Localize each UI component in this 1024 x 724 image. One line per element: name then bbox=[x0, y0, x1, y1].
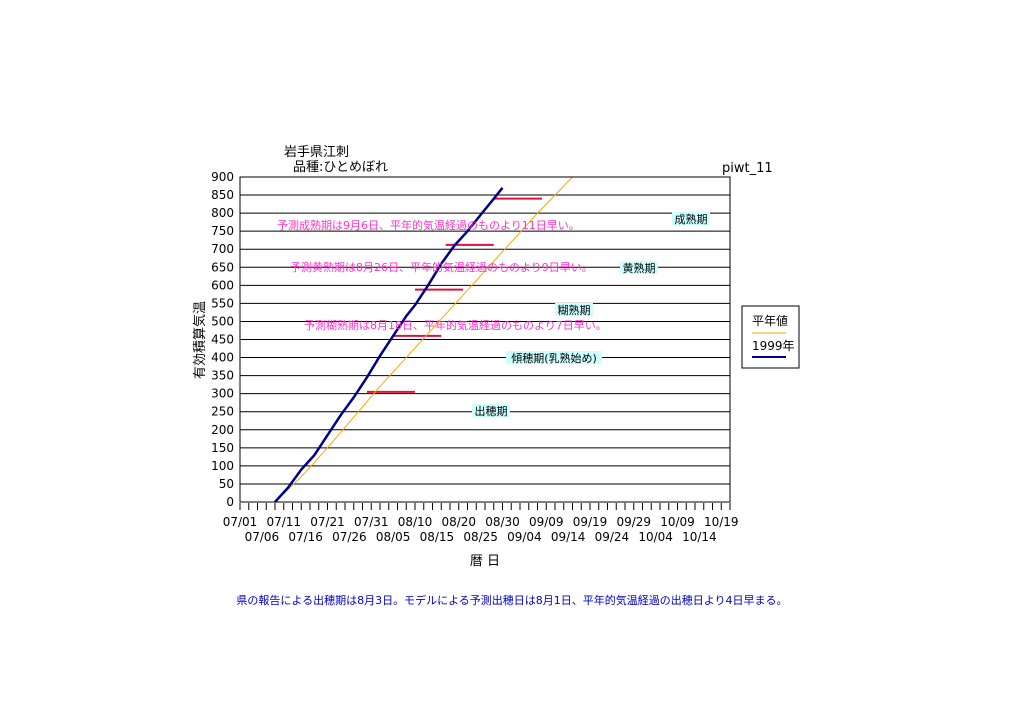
x-tick-label: 08/20 bbox=[441, 515, 476, 529]
x-tick-label: 08/25 bbox=[463, 530, 498, 544]
chart-code: piwt_11 bbox=[722, 161, 773, 176]
y-axis-label: 有効積算気温 bbox=[192, 301, 208, 379]
svg-text:出穂期: 出穂期 bbox=[475, 404, 508, 418]
x-tick-label: 08/10 bbox=[398, 515, 433, 529]
stage-label-dough-ripe: 糊熟期 bbox=[555, 303, 593, 317]
x-tick-label: 07/31 bbox=[354, 515, 389, 529]
y-tick-label: 850 bbox=[211, 188, 234, 202]
x-tick-label: 10/19 bbox=[704, 515, 739, 529]
x-tick-label: 07/26 bbox=[332, 530, 367, 544]
y-tick-label: 0 bbox=[226, 495, 234, 509]
y-tick-label: 150 bbox=[211, 441, 234, 455]
legend-label-normal: 平年値 bbox=[752, 313, 788, 328]
svg-text:成熟期: 成熟期 bbox=[675, 212, 708, 226]
x-tick-label: 10/14 bbox=[682, 530, 717, 544]
stage-label-maturity: 成熟期 bbox=[672, 212, 710, 226]
y-tick-label: 800 bbox=[211, 206, 234, 220]
x-tick-label: 10/04 bbox=[638, 530, 673, 544]
y-tick-label: 750 bbox=[211, 224, 234, 238]
x-tick-label: 09/19 bbox=[573, 515, 608, 529]
plot-frame bbox=[239, 176, 731, 503]
y-tick-label: 650 bbox=[211, 260, 234, 274]
annotation-maturity: 予測成熟期は9月6日、平年的気温経過のものより11日早い。 bbox=[277, 218, 580, 232]
stage-label-milk-ripe: 傾穂期(乳熟始め) bbox=[506, 351, 602, 365]
series-line-normal bbox=[274, 176, 573, 503]
series-line-1999 bbox=[274, 187, 504, 503]
x-tick-label: 07/16 bbox=[288, 530, 323, 544]
x-tick-label: 08/15 bbox=[420, 530, 455, 544]
x-tick-label: 09/14 bbox=[551, 530, 586, 544]
y-axis-ticks: 0 50 100 150 200 250 300 350 400 450 500 550 600 650 7… bbox=[211, 170, 234, 509]
y-tick-label: 550 bbox=[211, 296, 234, 310]
y-tick-label: 350 bbox=[211, 369, 234, 383]
annotation-yellow-ripe: 予測黄熟期は8月26日、平年的気温経過のものより9日早い。 bbox=[290, 260, 593, 274]
y-tick-label: 300 bbox=[211, 387, 234, 401]
y-tick-label: 900 bbox=[211, 170, 234, 184]
y-tick-label: 400 bbox=[211, 351, 234, 365]
chart-title: 岩手県江刺 bbox=[284, 145, 349, 160]
y-tick-label: 100 bbox=[211, 459, 234, 473]
stage-label-yellow-ripe: 黄熟期 bbox=[620, 261, 658, 275]
x-axis-label: 暦 日 bbox=[470, 554, 500, 569]
x-tick-label: 09/24 bbox=[595, 530, 630, 544]
stage-label-heading: 出穂期 bbox=[472, 404, 510, 418]
svg-text:黄熟期: 黄熟期 bbox=[623, 261, 656, 275]
footer-note: 県の報告による出穂期は8月3日。モデルによる予測出穂日は8月1日、平年的気温経過… bbox=[236, 594, 788, 607]
annotation-dough-ripe: 予測糊熟期は8月18日、平年的気温経過のものより7日早い。 bbox=[304, 318, 607, 332]
y-tick-label: 700 bbox=[211, 242, 234, 256]
x-tick-label: 09/29 bbox=[616, 515, 651, 529]
x-axis-ticks: 07/01 07/11 07/21 07/31 08/10 08/20 08/30 09/09… bbox=[223, 503, 739, 544]
x-tick-label: 07/11 bbox=[266, 515, 301, 529]
legend: 平年値 1999年 bbox=[741, 305, 800, 369]
y-tick-label: 200 bbox=[211, 423, 234, 437]
y-tick-label: 50 bbox=[219, 477, 234, 491]
x-tick-label: 07/21 bbox=[310, 515, 345, 529]
svg-text:糊熟期: 糊熟期 bbox=[558, 303, 591, 317]
x-tick-label: 07/01 bbox=[223, 515, 258, 529]
chart-subtitle: 品種:ひとめぼれ bbox=[293, 159, 388, 175]
legend-label-1999: 1999年 bbox=[752, 339, 795, 353]
svg-text:傾穂期(乳熟始め): 傾穂期(乳熟始め) bbox=[511, 351, 597, 365]
x-tick-label: 09/04 bbox=[507, 530, 542, 544]
x-tick-label: 10/09 bbox=[660, 515, 695, 529]
y-tick-label: 250 bbox=[211, 405, 234, 419]
x-tick-label: 09/09 bbox=[529, 515, 564, 529]
y-tick-label: 600 bbox=[211, 278, 234, 292]
x-tick-label: 08/05 bbox=[376, 530, 411, 544]
y-tick-label: 500 bbox=[211, 314, 234, 328]
series-lines bbox=[274, 176, 573, 503]
y-tick-label: 450 bbox=[211, 333, 234, 347]
x-tick-label: 07/06 bbox=[245, 530, 280, 544]
x-tick-label: 08/30 bbox=[485, 515, 520, 529]
